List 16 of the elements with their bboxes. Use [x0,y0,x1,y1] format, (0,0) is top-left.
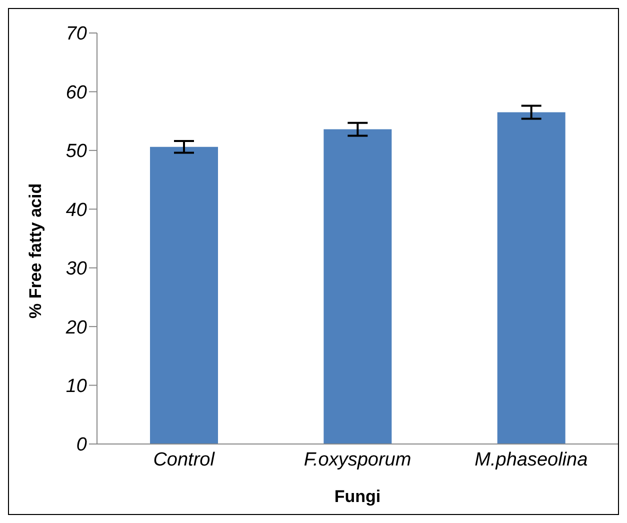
bar [324,129,392,444]
y-axis-title: % Free fatty acid [26,183,46,318]
x-tick-label: M.phaseolina [474,449,588,470]
y-tick-label: 30 [66,258,88,280]
y-tick-label: 70 [66,24,88,45]
y-tick-label: 50 [66,141,88,162]
bar [150,146,218,444]
x-tick-label: Control [153,449,216,470]
y-tick-label: 0 [76,434,88,456]
x-tick-label: F.oxysporum [304,449,412,470]
y-tick-label: 10 [66,376,88,398]
y-tick-label: 20 [64,317,88,338]
y-tick-label: 40 [66,200,88,221]
bar [497,112,566,444]
y-tick-label: 60 [66,82,88,104]
x-axis-title: Fungi [334,487,381,506]
